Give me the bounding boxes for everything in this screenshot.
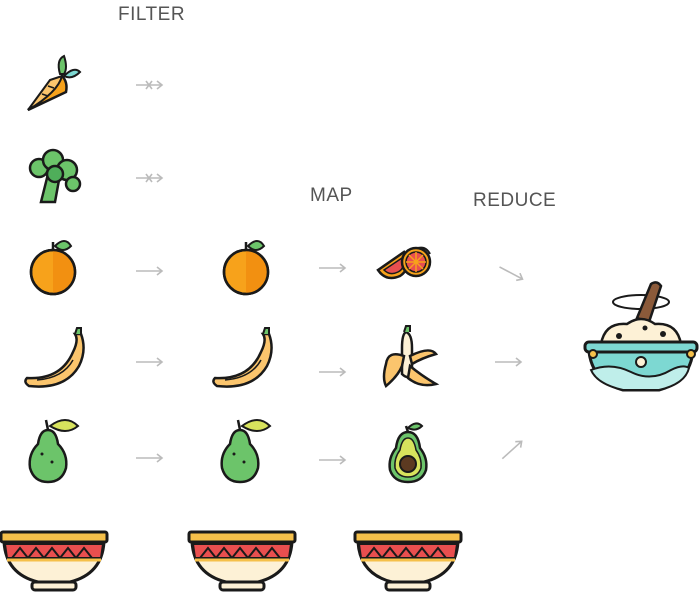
peeled-banana-icon (382, 325, 440, 388)
filter-label: FILTER (118, 4, 186, 25)
blocked-arrow-icon (135, 80, 163, 90)
arrow-icon (318, 455, 346, 465)
blocked-arrow-icon (135, 173, 163, 183)
reduce-label: REDUCE (473, 190, 557, 211)
bowl-icon (0, 530, 109, 592)
arrow-icon (135, 266, 163, 276)
banana-icon (24, 326, 85, 388)
arrow-icon (494, 357, 522, 367)
broccoli-icon (28, 148, 82, 204)
salad-bowl-icon (583, 281, 699, 392)
avocado-icon (388, 422, 428, 484)
carrot-icon (27, 54, 82, 112)
orange-slices-icon (376, 246, 432, 280)
pear-icon (28, 418, 80, 484)
arrow-up-right-icon (498, 437, 526, 463)
bowl-icon (187, 530, 297, 592)
orange-icon (29, 239, 77, 296)
arrow-icon (318, 263, 346, 273)
arrow-icon (135, 357, 163, 367)
arrow-icon (135, 453, 163, 463)
map-label: MAP (310, 185, 353, 206)
orange-icon (222, 239, 270, 296)
bowl-icon (353, 530, 463, 592)
arrow-icon (318, 367, 346, 377)
arrow-down-right-icon (496, 262, 526, 284)
banana-icon (212, 326, 273, 388)
pear-icon (220, 418, 272, 484)
